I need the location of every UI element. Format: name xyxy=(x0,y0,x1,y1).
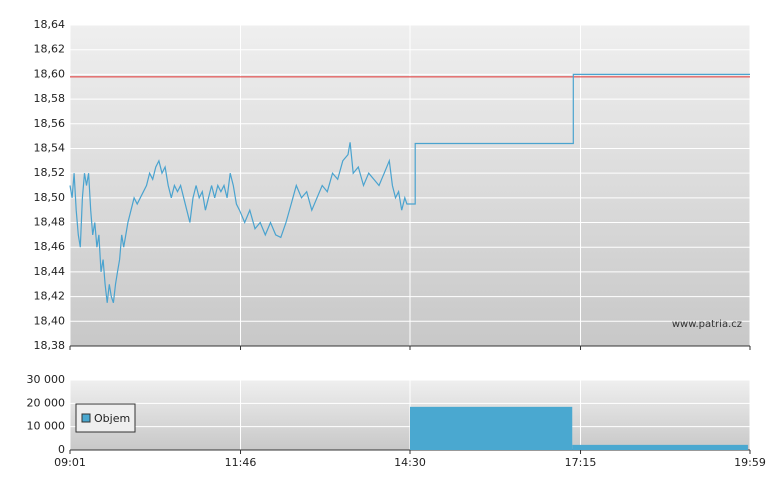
y-tick-label: 18,46 xyxy=(34,240,66,253)
x-tick-label: 14:30 xyxy=(394,456,426,469)
y-tick-label: 0 xyxy=(58,443,65,456)
legend-label: Objem xyxy=(94,412,130,425)
volume-bar xyxy=(572,444,748,450)
x-tick-label: 11:46 xyxy=(225,456,257,469)
x-tick-label: 09:01 xyxy=(54,456,86,469)
y-tick-label: 30 000 xyxy=(27,373,66,386)
y-tick-label: 18,60 xyxy=(34,67,66,80)
x-tick-label: 19:59 xyxy=(734,456,766,469)
y-tick-label: 10 000 xyxy=(27,420,66,433)
legend-swatch xyxy=(81,413,91,423)
watermark: www.patria.cz xyxy=(672,319,742,330)
y-tick-label: 18,38 xyxy=(34,339,66,352)
y-tick-label: 18,48 xyxy=(34,216,66,229)
volume-bar xyxy=(410,406,573,450)
y-tick-label: 18,58 xyxy=(34,92,66,105)
price-line xyxy=(69,73,750,303)
legend: Objem xyxy=(75,403,136,433)
y-tick-label: 18,52 xyxy=(34,166,66,179)
y-tick-label: 20 000 xyxy=(27,396,66,409)
y-tick-label: 18,40 xyxy=(34,314,66,327)
y-tick-label: 18,64 xyxy=(34,18,66,31)
y-tick-label: 18,42 xyxy=(34,290,66,303)
y-tick-label: 18,54 xyxy=(34,141,66,154)
y-tick-label: 18,56 xyxy=(34,117,66,130)
y-tick-label: 18,62 xyxy=(34,43,66,56)
x-tick-label: 17:15 xyxy=(565,456,597,469)
y-tick-label: 18,44 xyxy=(34,265,66,278)
y-tick-label: 18,50 xyxy=(34,191,66,204)
